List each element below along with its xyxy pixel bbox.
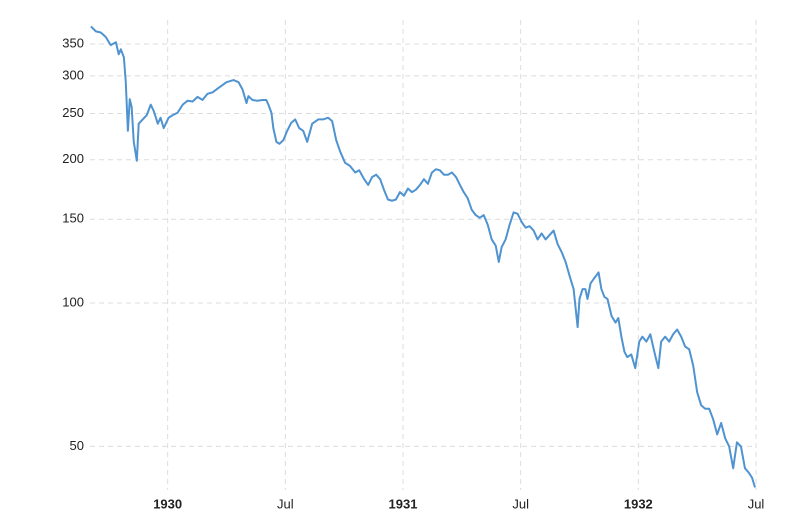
x-tick-label: Jul xyxy=(512,496,529,511)
y-tick-label: 200 xyxy=(62,151,84,166)
x-tick-label: Jul xyxy=(748,496,765,511)
x-tick-label: 1931 xyxy=(389,496,418,511)
y-tick-label: 150 xyxy=(62,211,84,226)
x-tick-label: 1932 xyxy=(624,496,653,511)
x-tick-label: Jul xyxy=(277,496,294,511)
y-tick-label: 50 xyxy=(70,438,84,453)
x-tick-label: 1930 xyxy=(153,496,182,511)
line xyxy=(90,25,757,488)
y-tick-label: 350 xyxy=(62,35,84,50)
y-tick-label: 100 xyxy=(62,294,84,309)
y-tick-label: 300 xyxy=(62,67,84,82)
y-tick-label: 250 xyxy=(62,105,84,120)
